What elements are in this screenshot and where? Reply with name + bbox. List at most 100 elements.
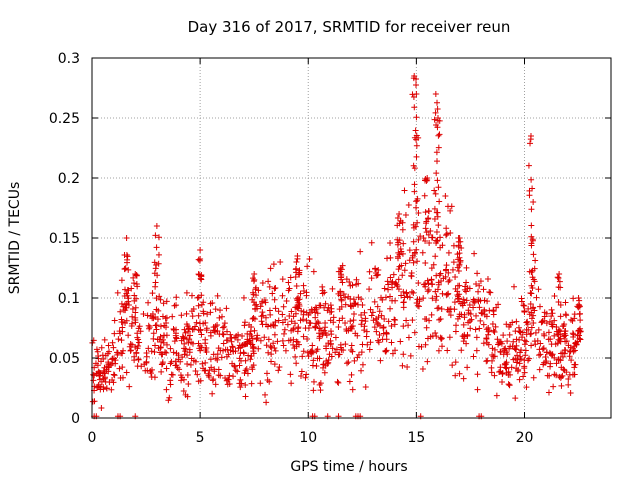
data-point [231, 362, 238, 369]
data-point [426, 240, 433, 247]
data-point [411, 188, 418, 195]
data-point [399, 226, 406, 233]
data-point [221, 320, 228, 327]
data-point [328, 353, 335, 360]
data-point [173, 350, 180, 357]
data-point [433, 272, 440, 279]
data-point [126, 343, 133, 350]
data-point [187, 361, 194, 368]
data-point [242, 393, 249, 400]
x-axis-ticks: 0 5 10 15 20 [88, 58, 533, 446]
data-point [272, 284, 279, 291]
data-point [338, 297, 345, 304]
data-point [232, 367, 239, 374]
data-point [90, 371, 97, 378]
data-point [460, 296, 467, 303]
data-point [316, 330, 323, 337]
data-point [210, 324, 217, 331]
data-point [387, 274, 394, 281]
data-point [329, 345, 336, 352]
data-point [293, 259, 300, 266]
data-point [105, 368, 112, 375]
data-point [397, 338, 404, 345]
data-point [357, 248, 364, 255]
data-point [106, 348, 113, 355]
data-point [484, 339, 491, 346]
data-point [319, 331, 326, 338]
data-point [452, 274, 459, 281]
data-point [316, 302, 323, 309]
data-point [533, 294, 540, 301]
data-point [181, 340, 188, 347]
data-point [192, 323, 199, 330]
data-point [303, 309, 310, 316]
data-point [337, 341, 344, 348]
data-point [202, 359, 209, 366]
data-point [572, 361, 579, 368]
data-point [570, 295, 577, 302]
data-point [435, 347, 442, 354]
data-point [358, 367, 365, 374]
data-point [388, 323, 395, 330]
data-point [238, 380, 245, 387]
data-point [328, 305, 335, 312]
data-point [405, 201, 412, 208]
data-point [361, 309, 368, 316]
data-point [448, 203, 455, 210]
data-point [434, 124, 441, 131]
data-point [544, 372, 551, 379]
data-point [236, 355, 243, 362]
data-point [214, 328, 221, 335]
data-point [528, 206, 535, 213]
data-point [402, 212, 409, 219]
y-tick-label: 0.1 [58, 291, 80, 307]
data-point [259, 280, 266, 287]
data-point [507, 343, 514, 350]
x-axis-label: GPS time / hours [290, 459, 407, 475]
data-point [288, 380, 295, 387]
data-point [565, 375, 572, 382]
data-point [337, 288, 344, 295]
data-point [384, 278, 391, 285]
data-point [292, 274, 299, 281]
data-point [235, 331, 242, 338]
data-point [530, 312, 537, 319]
data-point [201, 367, 208, 374]
data-point [132, 309, 139, 316]
data-point [410, 290, 417, 297]
data-point [368, 239, 375, 246]
data-point [562, 299, 569, 306]
data-point [93, 346, 100, 353]
data-point [348, 325, 355, 332]
data-point [413, 82, 420, 89]
data-point [296, 271, 303, 278]
data-point [415, 303, 422, 310]
data-point [456, 235, 463, 241]
data-point [155, 251, 162, 258]
data-point [123, 290, 130, 297]
data-point [410, 259, 417, 266]
data-point [554, 274, 561, 281]
data-point [294, 339, 301, 346]
data-point [433, 149, 440, 156]
data-point [566, 353, 573, 360]
y-tick-label: 0.2 [58, 171, 80, 187]
data-point [207, 300, 214, 307]
data-point [528, 342, 535, 349]
data-point [132, 304, 139, 311]
data-point [527, 300, 534, 307]
data-point [562, 311, 569, 318]
data-point [224, 337, 231, 344]
data-point [562, 347, 569, 354]
data-point [349, 348, 356, 355]
data-point [470, 296, 477, 303]
data-point [434, 99, 441, 106]
data-point [148, 370, 155, 377]
data-point [430, 261, 437, 268]
data-point [220, 340, 227, 347]
data-point [422, 209, 429, 216]
data-point [387, 240, 394, 247]
data-point [111, 330, 118, 337]
data-point [447, 312, 454, 319]
data-point [206, 374, 213, 381]
